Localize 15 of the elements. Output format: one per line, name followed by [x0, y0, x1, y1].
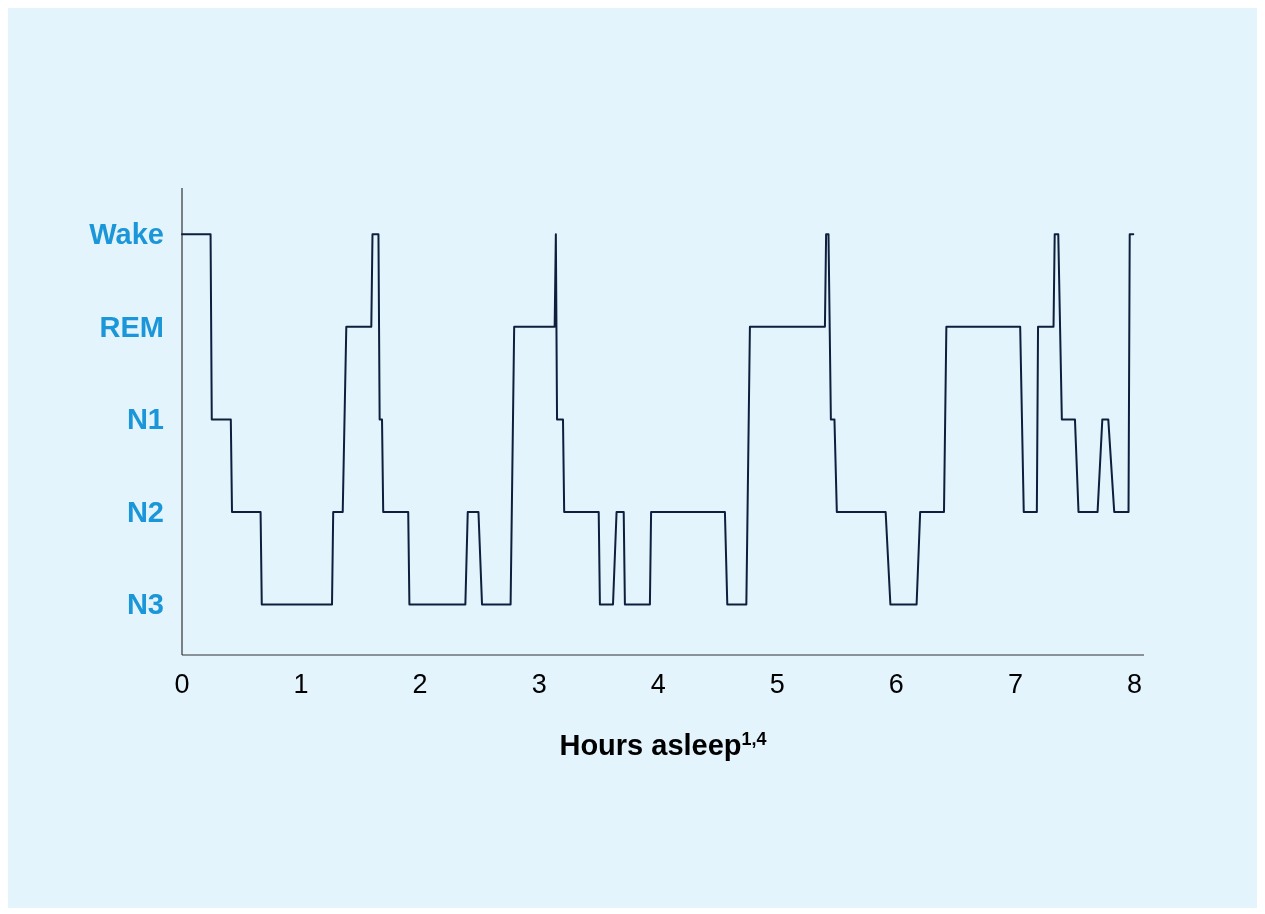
x-tick-label: 8 [1126, 669, 1142, 699]
x-tick-label: 5 [769, 669, 785, 699]
text: REM [99, 310, 164, 343]
x-tick-label: 0 [174, 669, 190, 699]
x-axis-title: Hours asleep$^{1,4}$ [559, 729, 767, 761]
x-tick-label: 3 [531, 669, 547, 699]
text: N1 [126, 403, 164, 436]
text: N3 [126, 588, 164, 621]
x-tick-label: 6 [888, 669, 904, 699]
x-tick-label: 2 [412, 669, 428, 699]
text: Wake [89, 218, 164, 251]
text: N2 [126, 495, 164, 528]
x-tick-label: 4 [650, 669, 666, 699]
x-tick-label: 7 [1007, 669, 1023, 699]
x-tick-label: 1 [293, 669, 309, 699]
